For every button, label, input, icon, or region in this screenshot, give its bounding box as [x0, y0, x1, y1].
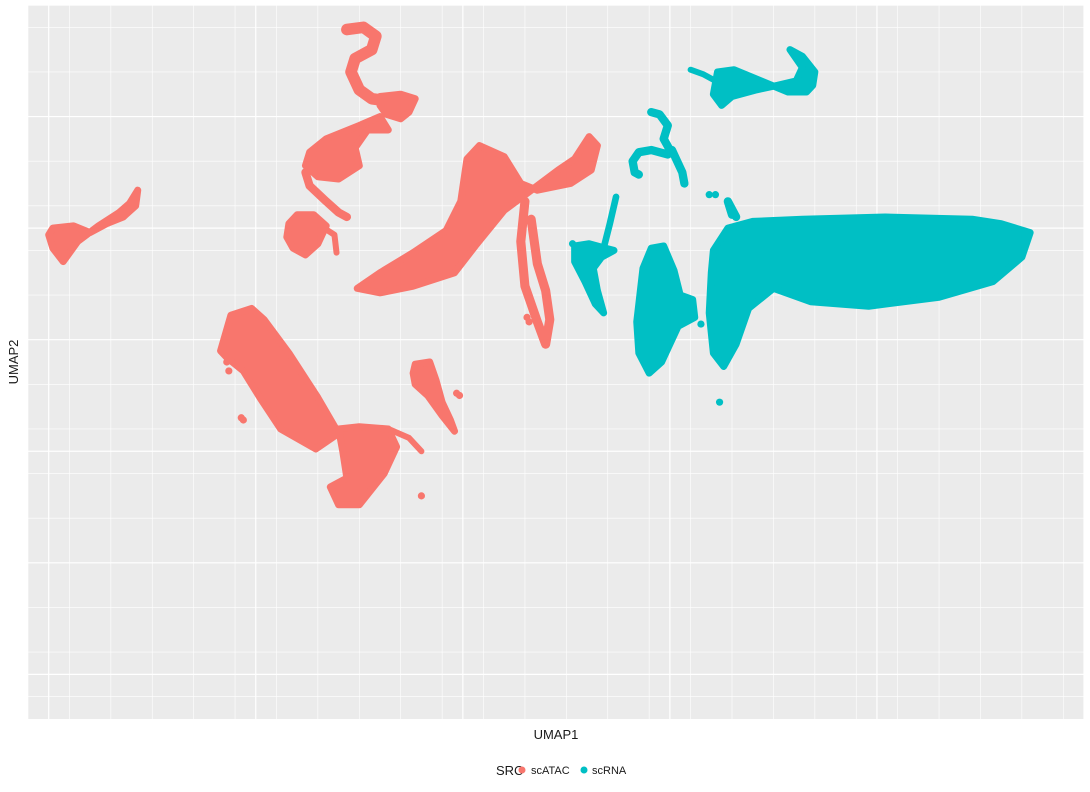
y-axis-title: UMAP2: [6, 340, 21, 385]
minor-gridlines: [27, 5, 1084, 719]
point-cluster: [45, 186, 142, 266]
data-point: [455, 391, 464, 400]
point-cluster: [283, 211, 330, 259]
point-trail: [341, 21, 395, 107]
point-cluster: [376, 90, 419, 123]
data-point: [525, 318, 533, 326]
point-trail: [600, 193, 620, 252]
point-cluster: [326, 423, 401, 509]
point-trail: [687, 66, 719, 84]
point-trail: [628, 107, 675, 179]
point-cluster: [633, 242, 699, 377]
legend-title: SRC: [496, 763, 523, 778]
data-point: [239, 416, 247, 424]
major-gridlines: [28, 4, 1085, 719]
panel-background: [28, 5, 1084, 719]
point-trail: [667, 145, 689, 188]
data-point: [715, 398, 724, 406]
legend-label-scrna: scRNA: [592, 765, 627, 777]
legend-key-scrna: [580, 766, 588, 774]
data-point: [223, 358, 231, 366]
data-point: [711, 191, 720, 199]
point-cluster: [409, 358, 459, 435]
x-axis-title: UMAP1: [534, 727, 579, 742]
legend-label-scatac: scATAC: [531, 765, 570, 777]
point-trail: [385, 425, 425, 455]
point-cluster: [353, 133, 601, 297]
point-trail: [321, 225, 340, 256]
data-point: [697, 320, 705, 328]
series-scrna: [568, 46, 1034, 406]
data-point: [568, 240, 577, 248]
plot-layer: [45, 21, 1034, 509]
point-trail: [301, 168, 352, 222]
data-point: [705, 191, 713, 199]
data-point: [417, 492, 426, 500]
point-cluster: [709, 46, 819, 109]
point-cluster: [705, 213, 1034, 370]
point-trail: [723, 197, 741, 222]
point-cluster: [301, 113, 392, 183]
legend: SRC scATAC scRNA: [496, 763, 627, 778]
legend-key-scatac: [518, 766, 526, 774]
data-point: [225, 367, 233, 375]
series-scatac: [45, 21, 601, 509]
point-trail: [516, 196, 555, 349]
